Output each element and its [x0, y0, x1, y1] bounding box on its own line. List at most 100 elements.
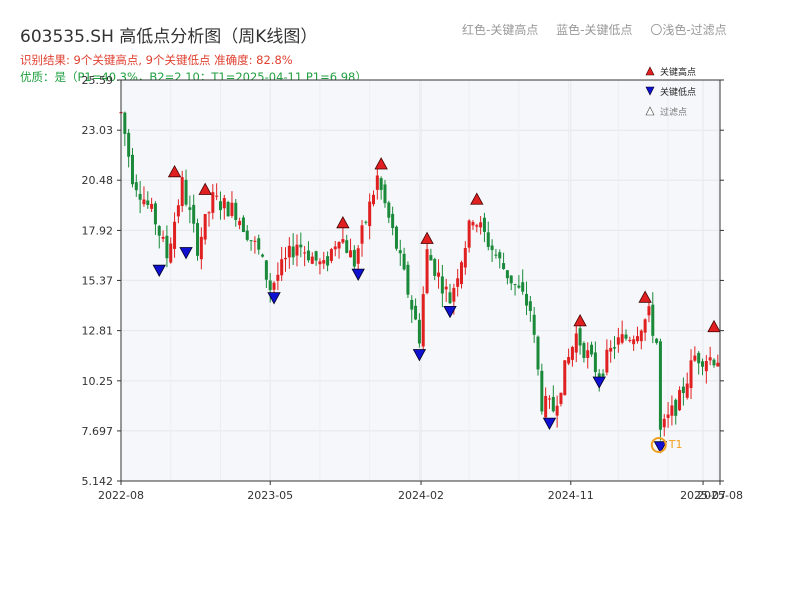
x-tick-label: 2022-08 — [98, 489, 144, 502]
candle-up — [318, 261, 322, 265]
candle-up — [689, 360, 693, 389]
candle-up — [666, 414, 670, 418]
candle-down — [498, 252, 502, 259]
candle-up — [544, 395, 548, 418]
candle-down — [188, 207, 192, 210]
legend-high-icon — [645, 66, 655, 76]
candle-down — [601, 373, 605, 377]
candle-up — [329, 249, 333, 261]
top-legend-red: 红色-关键高点 — [462, 23, 539, 37]
candle-up — [567, 356, 571, 364]
candle-down — [674, 399, 678, 416]
candle-up — [360, 225, 364, 244]
candle-down — [429, 255, 433, 261]
candle-up — [341, 239, 345, 243]
candle-down — [417, 319, 421, 344]
candle-down — [486, 232, 490, 247]
candle-up — [180, 177, 184, 207]
candle-down — [440, 276, 444, 294]
candle-up — [708, 357, 712, 361]
candle-down — [130, 154, 134, 185]
key-high-marker — [420, 231, 434, 244]
candle-down — [658, 341, 662, 430]
candle-down — [249, 240, 253, 242]
y-tick-label: 12.81 — [82, 325, 114, 338]
candle-down — [582, 343, 586, 358]
candle-up — [272, 282, 276, 290]
candle-up — [547, 398, 551, 400]
candle-up — [280, 259, 284, 276]
t1-label: T1 — [668, 438, 683, 451]
candle-down — [379, 178, 383, 190]
candle-up — [203, 214, 207, 240]
x-tick-label: 2024-11 — [548, 489, 594, 502]
key-high-marker — [198, 182, 212, 195]
candle-down — [578, 328, 582, 346]
candle-up — [647, 306, 651, 316]
candle-down — [712, 359, 716, 366]
candle-up — [253, 240, 257, 242]
candle-up — [287, 245, 291, 258]
candle-up — [678, 389, 682, 411]
candle-down — [528, 301, 532, 311]
candle-down — [536, 336, 540, 370]
candle-down — [681, 386, 685, 394]
candle-up — [211, 192, 215, 213]
candle-up — [662, 418, 666, 428]
candle-up — [685, 383, 689, 398]
key-high-marker — [470, 192, 484, 205]
key-low-marker — [351, 268, 365, 281]
candle-down — [402, 253, 406, 270]
candle-down — [482, 217, 486, 232]
candle-down — [433, 259, 437, 276]
candle-down — [165, 235, 169, 259]
candle-down — [517, 285, 521, 288]
candle-down — [352, 249, 356, 267]
candle-down — [387, 202, 391, 218]
candle-up — [632, 339, 636, 345]
candle-down — [394, 226, 398, 249]
candle-up — [716, 362, 720, 367]
legend-filtered-icon — [645, 106, 655, 116]
candle-up — [463, 247, 467, 268]
candle-up — [616, 337, 620, 345]
candle-down — [257, 238, 261, 250]
candle-up — [333, 246, 337, 250]
candle-down — [502, 263, 506, 269]
top-legend: 红色-关键高点 蓝色-关键低点 〇浅色-过滤点 — [462, 21, 741, 38]
key-low-marker — [267, 292, 281, 305]
key-high-marker — [336, 215, 350, 229]
candle-down — [597, 373, 601, 379]
candle-down — [398, 250, 402, 254]
candle-up — [322, 260, 326, 264]
y-tick-label: 7.697 — [82, 425, 114, 438]
candle-up — [199, 236, 203, 260]
candle-up — [173, 221, 177, 249]
candle-up — [215, 195, 219, 197]
candle-up — [356, 248, 360, 264]
candle-down — [613, 347, 617, 349]
candle-up — [161, 237, 165, 239]
candle-up — [605, 349, 609, 373]
candle-down — [521, 282, 525, 292]
y-tick-label: 23.03 — [82, 124, 114, 137]
candle-down — [268, 280, 272, 291]
candle-up — [375, 175, 379, 190]
legend-low-label: 关键低点 — [660, 86, 696, 98]
candle-down — [326, 256, 330, 266]
candle-down — [540, 370, 544, 412]
candle-up — [628, 340, 632, 342]
x-tick-label: 2025-07 — [680, 489, 726, 502]
key-high-marker — [573, 314, 587, 327]
candle-down — [134, 182, 138, 191]
key-high-marker — [167, 164, 182, 178]
candle-up — [230, 202, 234, 216]
candle-up — [704, 361, 708, 372]
candle-up — [421, 294, 425, 347]
candle-down — [241, 217, 245, 233]
candle-up — [303, 252, 307, 254]
candle-up — [639, 330, 643, 342]
y-tick-label: 20.48 — [82, 174, 114, 187]
candle-up — [559, 392, 563, 404]
